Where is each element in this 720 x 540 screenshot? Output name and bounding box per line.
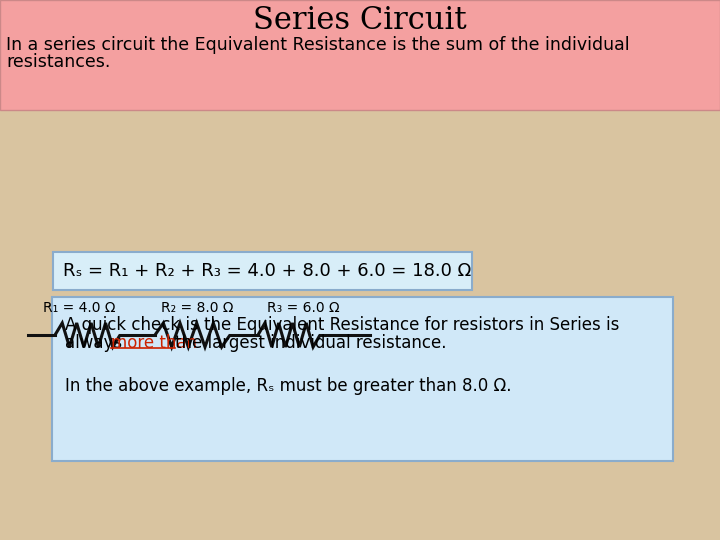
FancyBboxPatch shape: [52, 297, 673, 461]
FancyBboxPatch shape: [0, 0, 720, 110]
Text: R₂ = 8.0 Ω: R₂ = 8.0 Ω: [161, 301, 234, 315]
Text: In the above example, Rₛ must be greater than 8.0 Ω.: In the above example, Rₛ must be greater…: [65, 377, 511, 395]
Text: Rₛ = R₁ + R₂ + R₃ = 4.0 + 8.0 + 6.0 = 18.0 Ω: Rₛ = R₁ + R₂ + R₃ = 4.0 + 8.0 + 6.0 = 18…: [63, 262, 472, 280]
Text: always: always: [65, 334, 127, 352]
Text: In a series circuit the Equivalent Resistance is the sum of the individual: In a series circuit the Equivalent Resis…: [6, 36, 629, 54]
Text: R₁ = 4.0 Ω: R₁ = 4.0 Ω: [43, 301, 116, 315]
Text: the largest individual resistance.: the largest individual resistance.: [175, 334, 446, 352]
FancyBboxPatch shape: [53, 252, 472, 290]
Text: resistances.: resistances.: [6, 53, 110, 71]
Text: R₃ = 6.0 Ω: R₃ = 6.0 Ω: [266, 301, 339, 315]
Text: more than: more than: [111, 334, 202, 352]
Text: Series Circuit: Series Circuit: [253, 5, 467, 36]
Text: A quick check is the Equivalent Resistance for resistors in Series is: A quick check is the Equivalent Resistan…: [65, 316, 619, 334]
